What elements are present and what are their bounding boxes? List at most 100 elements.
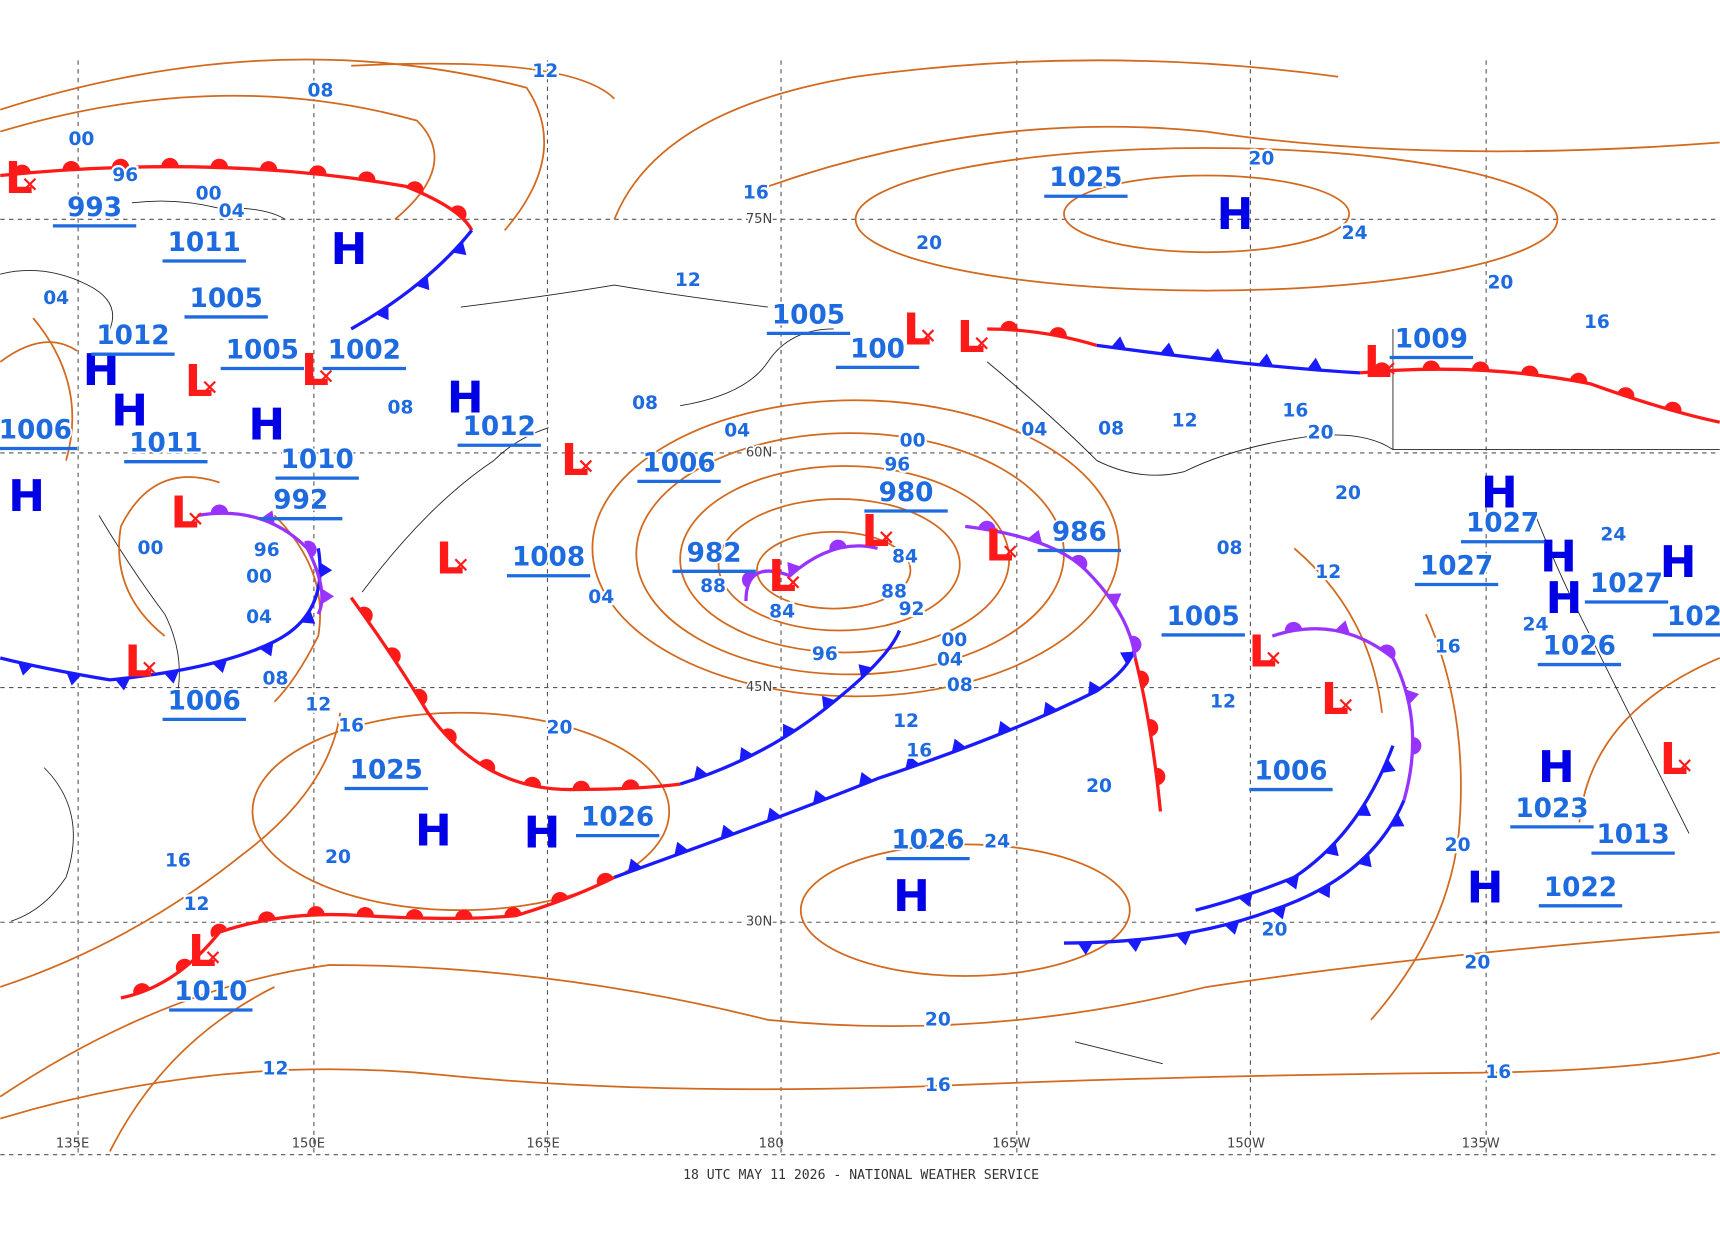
front-symbol <box>1208 348 1225 362</box>
isobar-label: 04 <box>246 607 272 628</box>
front-symbol <box>523 776 541 788</box>
front-symbol <box>319 562 333 578</box>
isobar-label: 12 <box>1315 562 1341 583</box>
isobar-label: 20 <box>1248 149 1274 170</box>
low-center: L <box>185 356 213 407</box>
front-symbol <box>951 738 967 753</box>
low-mark <box>206 951 220 964</box>
pressure-value: 1013 <box>1597 820 1670 850</box>
front-symbol <box>783 723 796 739</box>
front-symbol <box>674 841 689 856</box>
isobar-label: 04 <box>43 288 69 309</box>
warm-semicircle <box>504 907 522 917</box>
front-symbol <box>406 181 424 194</box>
isobar-label: 24 <box>1600 525 1626 546</box>
front-symbol <box>1148 719 1159 737</box>
cold-triangle <box>1316 883 1331 899</box>
isobar-label: 96 <box>812 644 838 665</box>
cold-triangle <box>787 562 801 577</box>
pressure-value: 982 <box>687 538 742 568</box>
front-symbol <box>1569 372 1588 384</box>
isobar-label: 16 <box>1584 312 1610 333</box>
isobar-label: 24 <box>984 832 1010 853</box>
cold-triangle <box>997 720 1013 735</box>
pressure-value: 980 <box>879 478 934 508</box>
front-symbol <box>551 892 569 904</box>
low-mark <box>1003 545 1017 558</box>
front-symbol <box>161 157 179 167</box>
pressure-value: 1010 <box>174 977 247 1007</box>
front-symbol <box>478 759 496 773</box>
pressure-value: 993 <box>67 193 122 223</box>
pressure-value: 1027 <box>1420 551 1493 581</box>
front-symbol <box>1043 701 1058 716</box>
front-symbol <box>829 539 847 551</box>
front-symbol <box>358 606 373 623</box>
warm-semicircle <box>258 911 276 922</box>
front-symbol <box>1307 357 1323 371</box>
high-center: H <box>447 372 484 423</box>
front-symbol <box>1422 360 1440 370</box>
front-symbol <box>115 677 131 691</box>
front-symbol <box>1258 353 1274 367</box>
front-symbol <box>405 909 424 919</box>
pressure-value: 1008 <box>512 543 585 573</box>
cold-triangle <box>1110 336 1127 350</box>
cold-front <box>1063 799 1406 945</box>
low-mark <box>23 177 37 191</box>
front-symbol <box>309 165 327 176</box>
cold-triangle <box>783 723 796 739</box>
occluded-front <box>744 544 878 601</box>
warm-semicircle <box>1148 719 1159 737</box>
cold-triangle <box>115 677 131 691</box>
warm-semicircle <box>358 171 376 182</box>
front-symbol <box>210 504 229 514</box>
low-center: L <box>124 637 152 688</box>
cold-triangle <box>1077 942 1094 955</box>
cold-triangle <box>1405 689 1420 705</box>
isobar-label: 24 <box>1342 223 1368 244</box>
warm-semicircle <box>978 520 996 532</box>
pressure-value: 1026 <box>581 803 654 833</box>
cold-triangle <box>1324 842 1339 857</box>
warm-semicircle <box>175 958 192 973</box>
warm-semicircle <box>62 160 81 171</box>
cold-triangle <box>321 588 334 605</box>
front-symbol <box>858 771 874 787</box>
front-symbol <box>1130 635 1142 654</box>
pressure-value: 1006 <box>1254 757 1327 787</box>
isobar-label: 20 <box>1335 483 1361 504</box>
cold-triangle <box>1357 853 1372 868</box>
low-mark <box>579 459 593 473</box>
warm-semicircle <box>309 165 327 176</box>
warm-semicircle <box>1521 365 1539 376</box>
low-center: L <box>1364 337 1392 388</box>
pressure-value: 1012 <box>96 321 169 351</box>
isobar-label: 12 <box>305 695 331 716</box>
isobar-label: 08 <box>1217 538 1243 559</box>
high-center: H <box>1467 862 1504 913</box>
cold-triangle <box>1208 348 1225 362</box>
isobar-label: 12 <box>1172 411 1198 432</box>
occluded-front <box>965 524 1137 659</box>
isobar-label: 16 <box>165 850 191 871</box>
pressure-value: 1002 <box>328 335 401 365</box>
front-symbol <box>1027 529 1043 544</box>
front-symbol <box>504 907 522 917</box>
front-symbol <box>1284 875 1299 890</box>
pressure-value: 1025 <box>1049 163 1122 193</box>
cold-triangle <box>720 824 735 839</box>
warm-semicircle <box>1412 737 1422 755</box>
pressure-value: 1005 <box>190 284 263 314</box>
front-symbol <box>414 688 428 706</box>
warm-semicircle <box>741 571 756 588</box>
cold-triangle <box>1307 357 1323 371</box>
isobar-label: 00 <box>900 430 926 451</box>
pressure-value: 1023 <box>1515 794 1588 824</box>
isobar-label: 12 <box>184 894 210 915</box>
low-center: L <box>5 153 33 204</box>
front-symbol <box>821 695 836 711</box>
isobar-label: 12 <box>893 711 919 732</box>
warm-semicircle <box>1130 635 1142 654</box>
cold-triangle <box>1120 651 1135 666</box>
